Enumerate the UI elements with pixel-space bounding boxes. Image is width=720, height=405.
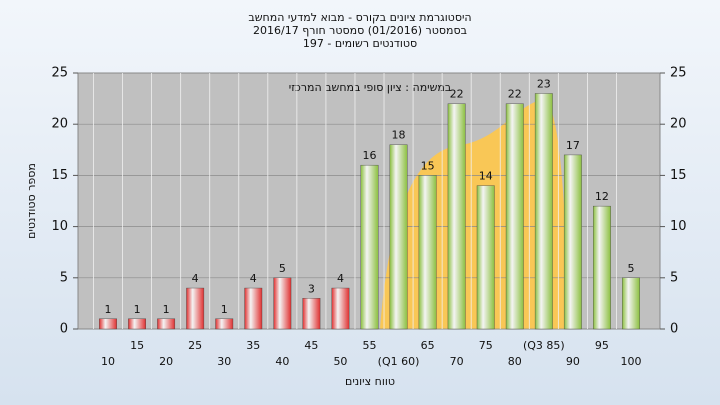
x-tick-label: 40 [275, 355, 289, 368]
value-label: 4 [250, 272, 257, 285]
annotation: במשימה : ציון סופי במחשב המרכזי [289, 81, 452, 94]
value-label: 1 [163, 303, 170, 316]
x-tick-label: 70 [450, 355, 464, 368]
y2-tick-label: 20 [670, 117, 687, 132]
x-tick-label: 90 [566, 355, 580, 368]
value-label: 23 [537, 77, 551, 90]
chart-subtitle: סטודנטים רשומים - 197 [303, 37, 417, 50]
x-tick-label: 20 [159, 355, 173, 368]
x-tick-label: 80 [508, 355, 522, 368]
value-label: 22 [508, 88, 522, 101]
value-label: 17 [566, 139, 580, 152]
y-tick-label: 5 [60, 270, 68, 285]
bar [447, 103, 466, 330]
value-label: 16 [363, 149, 377, 162]
value-label: 4 [192, 272, 199, 285]
bar [476, 185, 495, 330]
value-label: 18 [392, 129, 406, 142]
x-tick-label: 65 [421, 339, 435, 352]
bar [360, 164, 379, 330]
y-tick-label: 20 [51, 117, 68, 132]
bar [273, 277, 292, 330]
bar [302, 298, 321, 330]
value-label: 1 [105, 303, 112, 316]
bar [244, 287, 263, 330]
y-tick-label: 10 [51, 219, 68, 234]
bar [186, 287, 205, 330]
value-label: 1 [134, 303, 141, 316]
value-label: 5 [627, 262, 634, 275]
value-label: 22 [450, 88, 464, 101]
x-tick-label: 25 [188, 339, 202, 352]
bar [389, 144, 408, 330]
bar [622, 277, 640, 330]
chart-title: היסטוגרמת ציונים בקורס - מבוא למדעי המחש… [248, 11, 471, 24]
value-label: 3 [308, 282, 315, 295]
y2-tick-label: 5 [670, 270, 678, 285]
y-axis-label: מספר סטודנטים [25, 163, 38, 239]
y-tick-label: 25 [51, 66, 68, 81]
chart-subtitle: בסמסטר (01/2016) סמסטר חורף 2016/17 [253, 24, 467, 37]
value-label: 12 [595, 190, 609, 203]
y2-tick-label: 25 [670, 66, 687, 81]
x-tick-label: 30 [217, 355, 231, 368]
value-label: 4 [337, 272, 344, 285]
bar [505, 103, 524, 330]
bar [418, 175, 437, 330]
x-tick-label: 45 [304, 339, 318, 352]
x-tick-label: 55 [363, 339, 377, 352]
value-label: 5 [279, 262, 286, 275]
x-axis-label: טווח ציונים [345, 375, 395, 388]
y2-tick-label: 0 [670, 322, 678, 337]
y-tick-label: 0 [60, 322, 68, 337]
x-tick-label: 50 [333, 355, 347, 368]
bar [99, 318, 117, 330]
x-tick-label: 75 [479, 339, 493, 352]
bar [157, 318, 176, 330]
x-tick-label: 100 [620, 355, 641, 368]
value-label: 1 [221, 303, 228, 316]
bar [128, 318, 146, 330]
bar [331, 287, 350, 330]
x-tick-label: 95 [595, 339, 609, 352]
value-label: 14 [479, 170, 493, 183]
bar [563, 154, 582, 330]
x-tick-label: 10 [101, 355, 115, 368]
bar [593, 205, 611, 330]
value-label: 15 [421, 159, 435, 172]
y2-tick-label: 10 [670, 219, 687, 234]
bar [534, 93, 553, 330]
x-tick-label: (Q3 85) [523, 339, 565, 352]
x-tick-label: (Q1 60) [378, 355, 420, 368]
x-tick-label: 15 [130, 339, 144, 352]
bar [215, 318, 234, 330]
y2-tick-label: 15 [670, 168, 687, 183]
x-tick-label: 35 [246, 339, 260, 352]
y-tick-label: 15 [51, 168, 68, 183]
